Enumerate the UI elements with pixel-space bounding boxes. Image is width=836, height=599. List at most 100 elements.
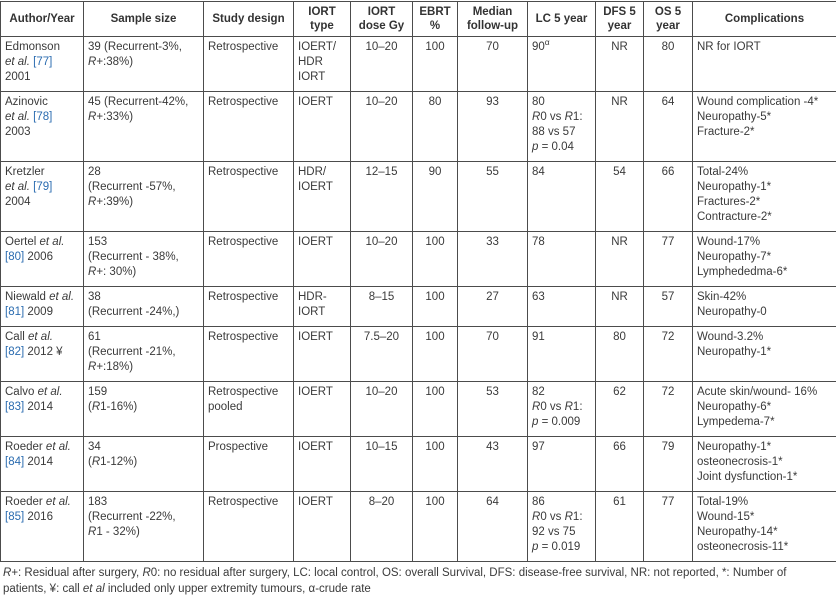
cell-os5: 57 (643, 286, 693, 327)
cell-dose: 8–15 (350, 286, 413, 327)
cell-line: 72 (661, 386, 675, 398)
cell-line: 61 (613, 496, 626, 508)
cell-iort_type: IOERT (293, 231, 351, 287)
col-header-ebrt: EBRT % (412, 1, 458, 37)
cell-design: Retrospective (203, 326, 294, 382)
cell-line: et al. [77] (5, 56, 53, 68)
crude-rate-marker: α (544, 37, 550, 48)
cell-line: Contracture-2* (697, 211, 772, 223)
cell-iort_type: IOERT (293, 436, 351, 492)
col-header-dose: IORT dose Gy (350, 1, 413, 37)
table-row: Oertel et al. [80] 2006 153 (Recurrent - 38… (0, 231, 836, 287)
cell-line: 100 (425, 236, 445, 248)
cell-line: R0 vs R1: (532, 511, 583, 523)
citation-link[interactable]: [84] (5, 456, 25, 468)
cell-line: HDR- (298, 291, 327, 303)
cell-line: Neuropathy-0 (697, 306, 767, 318)
citation-link[interactable]: [81] (5, 306, 25, 318)
citation-link[interactable]: [82] (5, 346, 25, 358)
cell-line: 86 (532, 496, 545, 508)
cell-line: Edmonson (5, 41, 60, 53)
cell-line: R1 - 32%) (88, 526, 140, 538)
cell-iort_type: HDR/IOERT (293, 161, 351, 232)
cell-line: IOERT (298, 181, 333, 193)
cell-dfs5: 61 (595, 491, 644, 562)
citation-link[interactable]: [77] (33, 56, 53, 68)
cell-line: Retrospective (208, 291, 279, 303)
cell-sample: 39 (Recurrent-3%, R+:38%) (83, 36, 204, 92)
cell-line: Total-19% (697, 496, 749, 508)
cell-lc5: 82 R0 vs R1: p = 0.009 (527, 381, 596, 437)
cell-complications: Wound complication -4* Neuropathy-5* Fract… (692, 91, 836, 162)
cell-line: 2001 (5, 71, 31, 83)
table-row: Edmonson et al. [77] 2001 39 (Recurrent-3%,… (0, 36, 836, 92)
cell-line: 2004 (5, 196, 31, 208)
cell-os5: 66 (643, 161, 693, 232)
citation-link[interactable]: [80] (5, 251, 25, 263)
cell-line: 92 vs 75 (532, 526, 576, 538)
cell-lc5: 86 R0 vs R1: 92 vs 75 p = 0.019 (527, 491, 596, 562)
cell-line: 90α (532, 37, 550, 53)
cell-line: 153 (88, 236, 108, 248)
cell-line: Fracture-2* (697, 126, 755, 138)
cell-os5: 77 (643, 231, 693, 287)
cell-line: Lympedema-7* (697, 416, 775, 428)
cell-line: Neuropathy-14* (697, 526, 778, 538)
cell-line: Retrospective (208, 331, 279, 343)
cell-followup: 55 (457, 161, 528, 232)
cell-dose: 10–15 (350, 436, 413, 492)
cell-line: p = 0.019 (532, 541, 581, 553)
cell-line: IORT (298, 71, 326, 83)
cell-lc5: 91 (527, 326, 596, 382)
cell-line: 183 (88, 496, 108, 508)
cell-os5: 72 (643, 381, 693, 437)
cell-design: Retrospective (203, 491, 294, 562)
cell-line: Joint dysfunction-1* (697, 471, 798, 483)
cell-dose: 10–20 (350, 381, 413, 437)
cell-line: 27 (486, 291, 499, 303)
cell-line: IOERT (298, 331, 333, 343)
cell-line: 10–15 (365, 441, 398, 453)
cell-line: Oertel et al. (5, 236, 65, 248)
cell-line: 34 (88, 441, 101, 453)
cell-followup: 27 (457, 286, 528, 327)
cell-line: 90 (428, 166, 442, 178)
cell-line: 97 (532, 441, 545, 453)
table-row: Azinovic et al. [78] 2003 45 (Recurrent-42%… (0, 91, 836, 162)
cell-line: 53 (486, 386, 499, 398)
cell-line: 70 (486, 331, 499, 343)
cell-line: 64 (661, 96, 675, 108)
cell-author: Azinovic et al. [78] 2003 (0, 91, 84, 162)
cell-iort_type: IOERT (293, 381, 351, 437)
cell-line: 72 (661, 331, 675, 343)
citation-link[interactable]: [85] (5, 511, 25, 523)
cell-author: Edmonson et al. [77] 2001 (0, 36, 84, 92)
cell-dfs5: NR (595, 286, 644, 327)
cell-line: 159 (88, 386, 108, 398)
cell-line: 84 (532, 166, 545, 178)
cell-line: 63 (532, 291, 545, 303)
citation-link[interactable]: [83] (5, 401, 25, 413)
cell-line: 91 (532, 331, 545, 343)
col-header-author: Author/Year (0, 1, 84, 37)
cell-line: Calvo et al. (5, 386, 63, 398)
cell-line: Skin-42% (697, 291, 747, 303)
citation-link[interactable]: [78] (33, 111, 53, 123)
cell-lc5: 97 (527, 436, 596, 492)
cell-line: [83] 2014 (5, 401, 53, 413)
cell-ebrt: 100 (412, 491, 458, 562)
cell-line: IOERT/ (298, 41, 337, 53)
cell-line: [84] 2014 (5, 456, 53, 468)
cell-complications: Skin-42% Neuropathy-0 (692, 286, 836, 327)
cell-line: Roeder et al. (5, 496, 71, 508)
cell-line: 100 (425, 41, 445, 53)
cell-line: 38 (88, 291, 101, 303)
cell-lc5: 90α (527, 36, 596, 92)
cell-line: 100 (425, 496, 445, 508)
cell-line: IOERT (298, 496, 333, 508)
cell-author: Roeder et al. [84] 2014 (0, 436, 84, 492)
citation-link[interactable]: [79] (33, 181, 53, 193)
cell-line: 45 (Recurrent-42%, (88, 96, 189, 108)
cell-sample: 34 (R1-12%) (83, 436, 204, 492)
cell-followup: 33 (457, 231, 528, 287)
